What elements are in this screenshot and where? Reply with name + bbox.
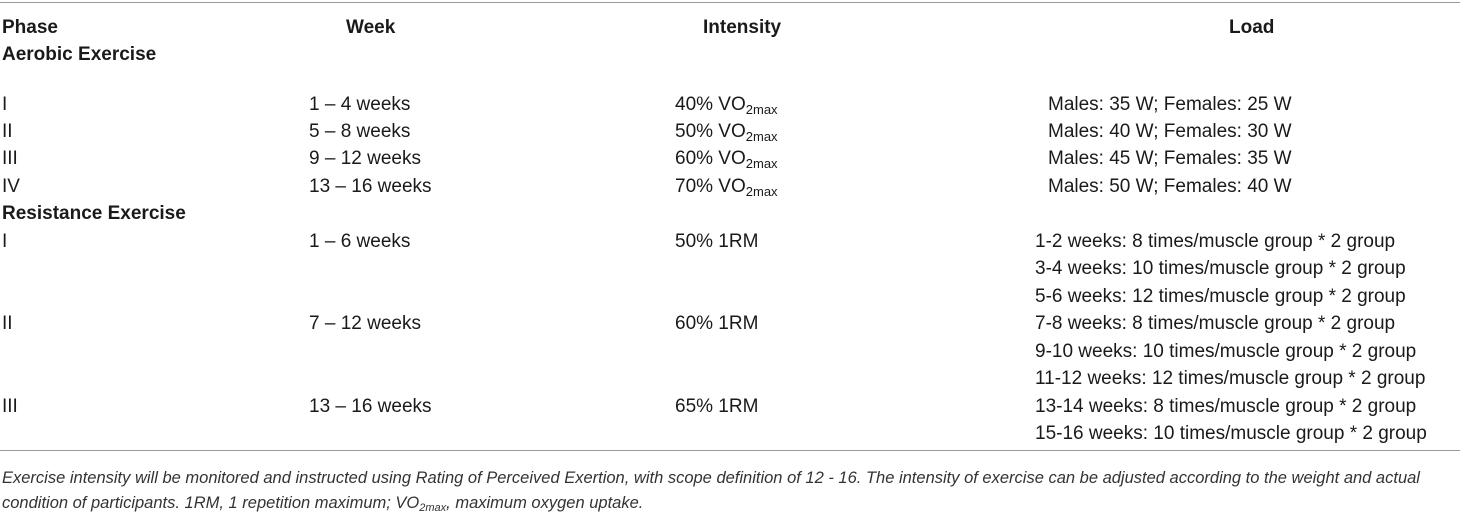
cell-intensity: 50% VO2max <box>675 121 778 144</box>
cell-intensity: 60% VO2max <box>675 148 778 171</box>
header-week: Week <box>346 17 396 38</box>
cell-week: 5 – 8 weeks <box>309 121 411 142</box>
cell-load-line: 7-8 weeks: 8 times/muscle group * 2 grou… <box>1035 313 1396 334</box>
section-title-resistance: Resistance Exercise <box>2 203 186 224</box>
cell-intensity: 60% 1RM <box>675 313 759 334</box>
cell-intensity: 40% VO2max <box>675 94 778 117</box>
cell-week: 1 – 6 weeks <box>309 231 411 252</box>
cell-intensity: 65% 1RM <box>675 396 759 417</box>
table-footnote: Exercise intensity will be monitored and… <box>2 469 1420 514</box>
cell-intensity: 50% 1RM <box>675 231 759 252</box>
cell-load: Males: 45 W; Females: 35 W <box>1048 148 1292 169</box>
cell-week: 7 – 12 weeks <box>309 313 421 334</box>
cell-load-line: 3-4 weeks: 10 times/muscle group * 2 gro… <box>1035 258 1406 279</box>
cell-week: 13 – 16 weeks <box>309 176 432 197</box>
header-load: Load <box>1229 17 1275 38</box>
cell-phase: IV <box>2 176 20 197</box>
cell-phase: I <box>2 231 8 252</box>
cell-week: 13 – 16 weeks <box>309 396 432 417</box>
header-phase: Phase <box>2 17 58 38</box>
cell-load-line: 13-14 weeks: 8 times/muscle group * 2 gr… <box>1035 396 1417 417</box>
cell-intensity: 70% VO2max <box>675 176 778 199</box>
section-title-aerobic: Aerobic Exercise <box>2 44 157 65</box>
header-intensity: Intensity <box>703 17 782 38</box>
cell-phase: II <box>2 121 13 142</box>
cell-phase: III <box>2 148 18 169</box>
cell-week: 1 – 4 weeks <box>309 94 411 115</box>
cell-load-line: 15-16 weeks: 10 times/muscle group * 2 g… <box>1035 423 1427 444</box>
table-top-rule <box>0 2 1460 3</box>
cell-load: Males: 50 W; Females: 40 W <box>1048 176 1292 197</box>
cell-load-line: 1-2 weeks: 8 times/muscle group * 2 grou… <box>1035 231 1396 252</box>
cell-load: Males: 35 W; Females: 25 W <box>1048 94 1292 115</box>
cell-week: 9 – 12 weeks <box>309 148 421 169</box>
cell-load-line: 9-10 weeks: 10 times/muscle group * 2 gr… <box>1035 341 1417 362</box>
cell-phase: III <box>2 396 18 417</box>
cell-load-line: 5-6 weeks: 12 times/muscle group * 2 gro… <box>1035 286 1406 307</box>
table-bottom-rule <box>0 450 1460 451</box>
cell-load-line: 11-12 weeks: 12 times/muscle group * 2 g… <box>1035 368 1426 389</box>
cell-phase: I <box>2 94 8 115</box>
cell-load: Males: 40 W; Females: 30 W <box>1048 121 1292 142</box>
cell-phase: II <box>2 313 13 334</box>
